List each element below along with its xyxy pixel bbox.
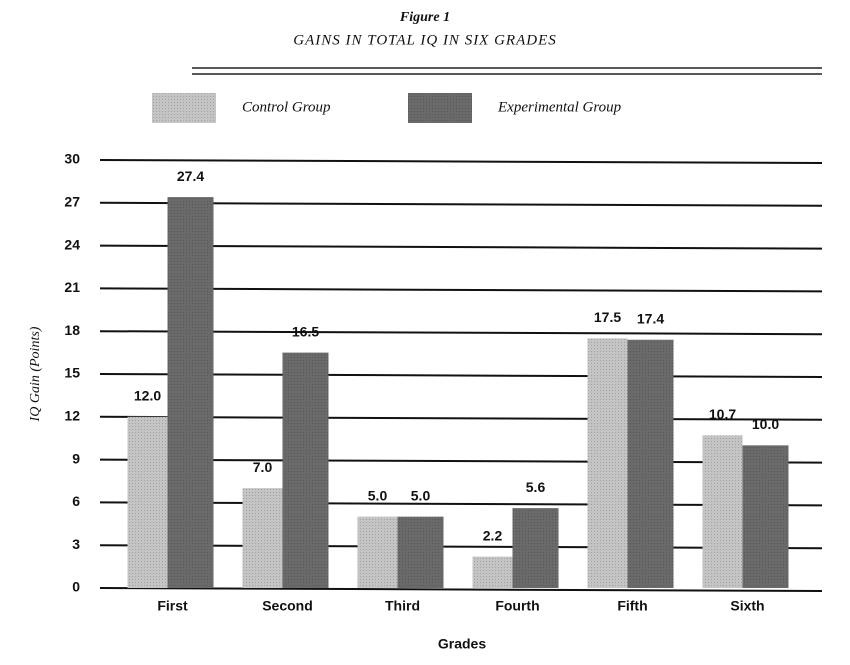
value-label: 27.4 [177, 168, 204, 184]
bar-texture [472, 556, 513, 588]
legend-swatch-texture [408, 93, 472, 123]
value-label: 5.0 [368, 487, 388, 503]
legend-label: Experimental Group [497, 99, 622, 115]
bar-texture [397, 516, 444, 588]
grid-line [99, 415, 823, 421]
value-label: 10.0 [752, 416, 779, 432]
chart-subtitle: GAINS IN TOTAL IQ IN SIX GRADES [293, 32, 557, 48]
bar-texture [127, 416, 168, 588]
x-tick-label: Second [262, 598, 313, 614]
y-tick-label: 15 [64, 365, 80, 381]
x-tick-label: Sixth [730, 598, 764, 614]
value-label: 7.0 [253, 459, 273, 475]
grid-line [99, 373, 823, 378]
y-tick-label: 3 [72, 536, 80, 552]
value-label: 10.7 [709, 406, 736, 422]
x-tick-label: Third [385, 598, 420, 614]
grid-line [99, 244, 823, 250]
x-tick-label: Fifth [617, 598, 647, 614]
value-label: 2.2 [483, 527, 503, 543]
value-label: 17.4 [637, 310, 664, 326]
value-label: 12.0 [134, 388, 161, 404]
grid-line [99, 501, 823, 507]
bar-texture [357, 516, 398, 588]
grid-line [99, 458, 823, 464]
x-tick-label: Fourth [495, 598, 539, 614]
value-label: 17.5 [594, 309, 621, 325]
y-tick-label: 18 [64, 322, 80, 338]
y-axis-label: IQ Gain (Points) [28, 326, 43, 422]
y-tick-label: 9 [72, 450, 80, 466]
y-tick-label: 27 [64, 194, 80, 210]
bar-texture [702, 435, 743, 588]
y-tick-label: 30 [64, 151, 80, 167]
bar-texture [587, 338, 628, 588]
y-tick-label: 6 [72, 493, 80, 509]
bar-texture [627, 339, 674, 588]
bar-texture [282, 352, 329, 588]
bar-texture [742, 445, 789, 588]
y-tick-label: 0 [72, 579, 80, 595]
chart-title: Figure 1 [399, 10, 450, 25]
legend-swatch-texture [152, 93, 216, 123]
y-tick-label: 12 [64, 408, 80, 424]
value-label: 5.0 [411, 487, 431, 503]
value-label: 5.6 [526, 479, 546, 495]
grid-line [99, 201, 823, 207]
grid-line [99, 159, 823, 164]
grid-line [99, 330, 823, 336]
y-tick-label: 21 [64, 279, 80, 295]
bar-texture [242, 488, 283, 588]
value-label: 16.5 [292, 323, 319, 339]
grid-line [99, 287, 823, 293]
bar-texture [512, 508, 559, 588]
grid-line [99, 544, 823, 550]
x-tick-label: First [157, 598, 188, 614]
y-tick-label: 24 [64, 236, 80, 252]
grid-line [99, 587, 823, 592]
legend-label: Control Group [242, 99, 331, 115]
bar-texture [167, 197, 214, 589]
x-axis-label: Grades [438, 636, 486, 652]
